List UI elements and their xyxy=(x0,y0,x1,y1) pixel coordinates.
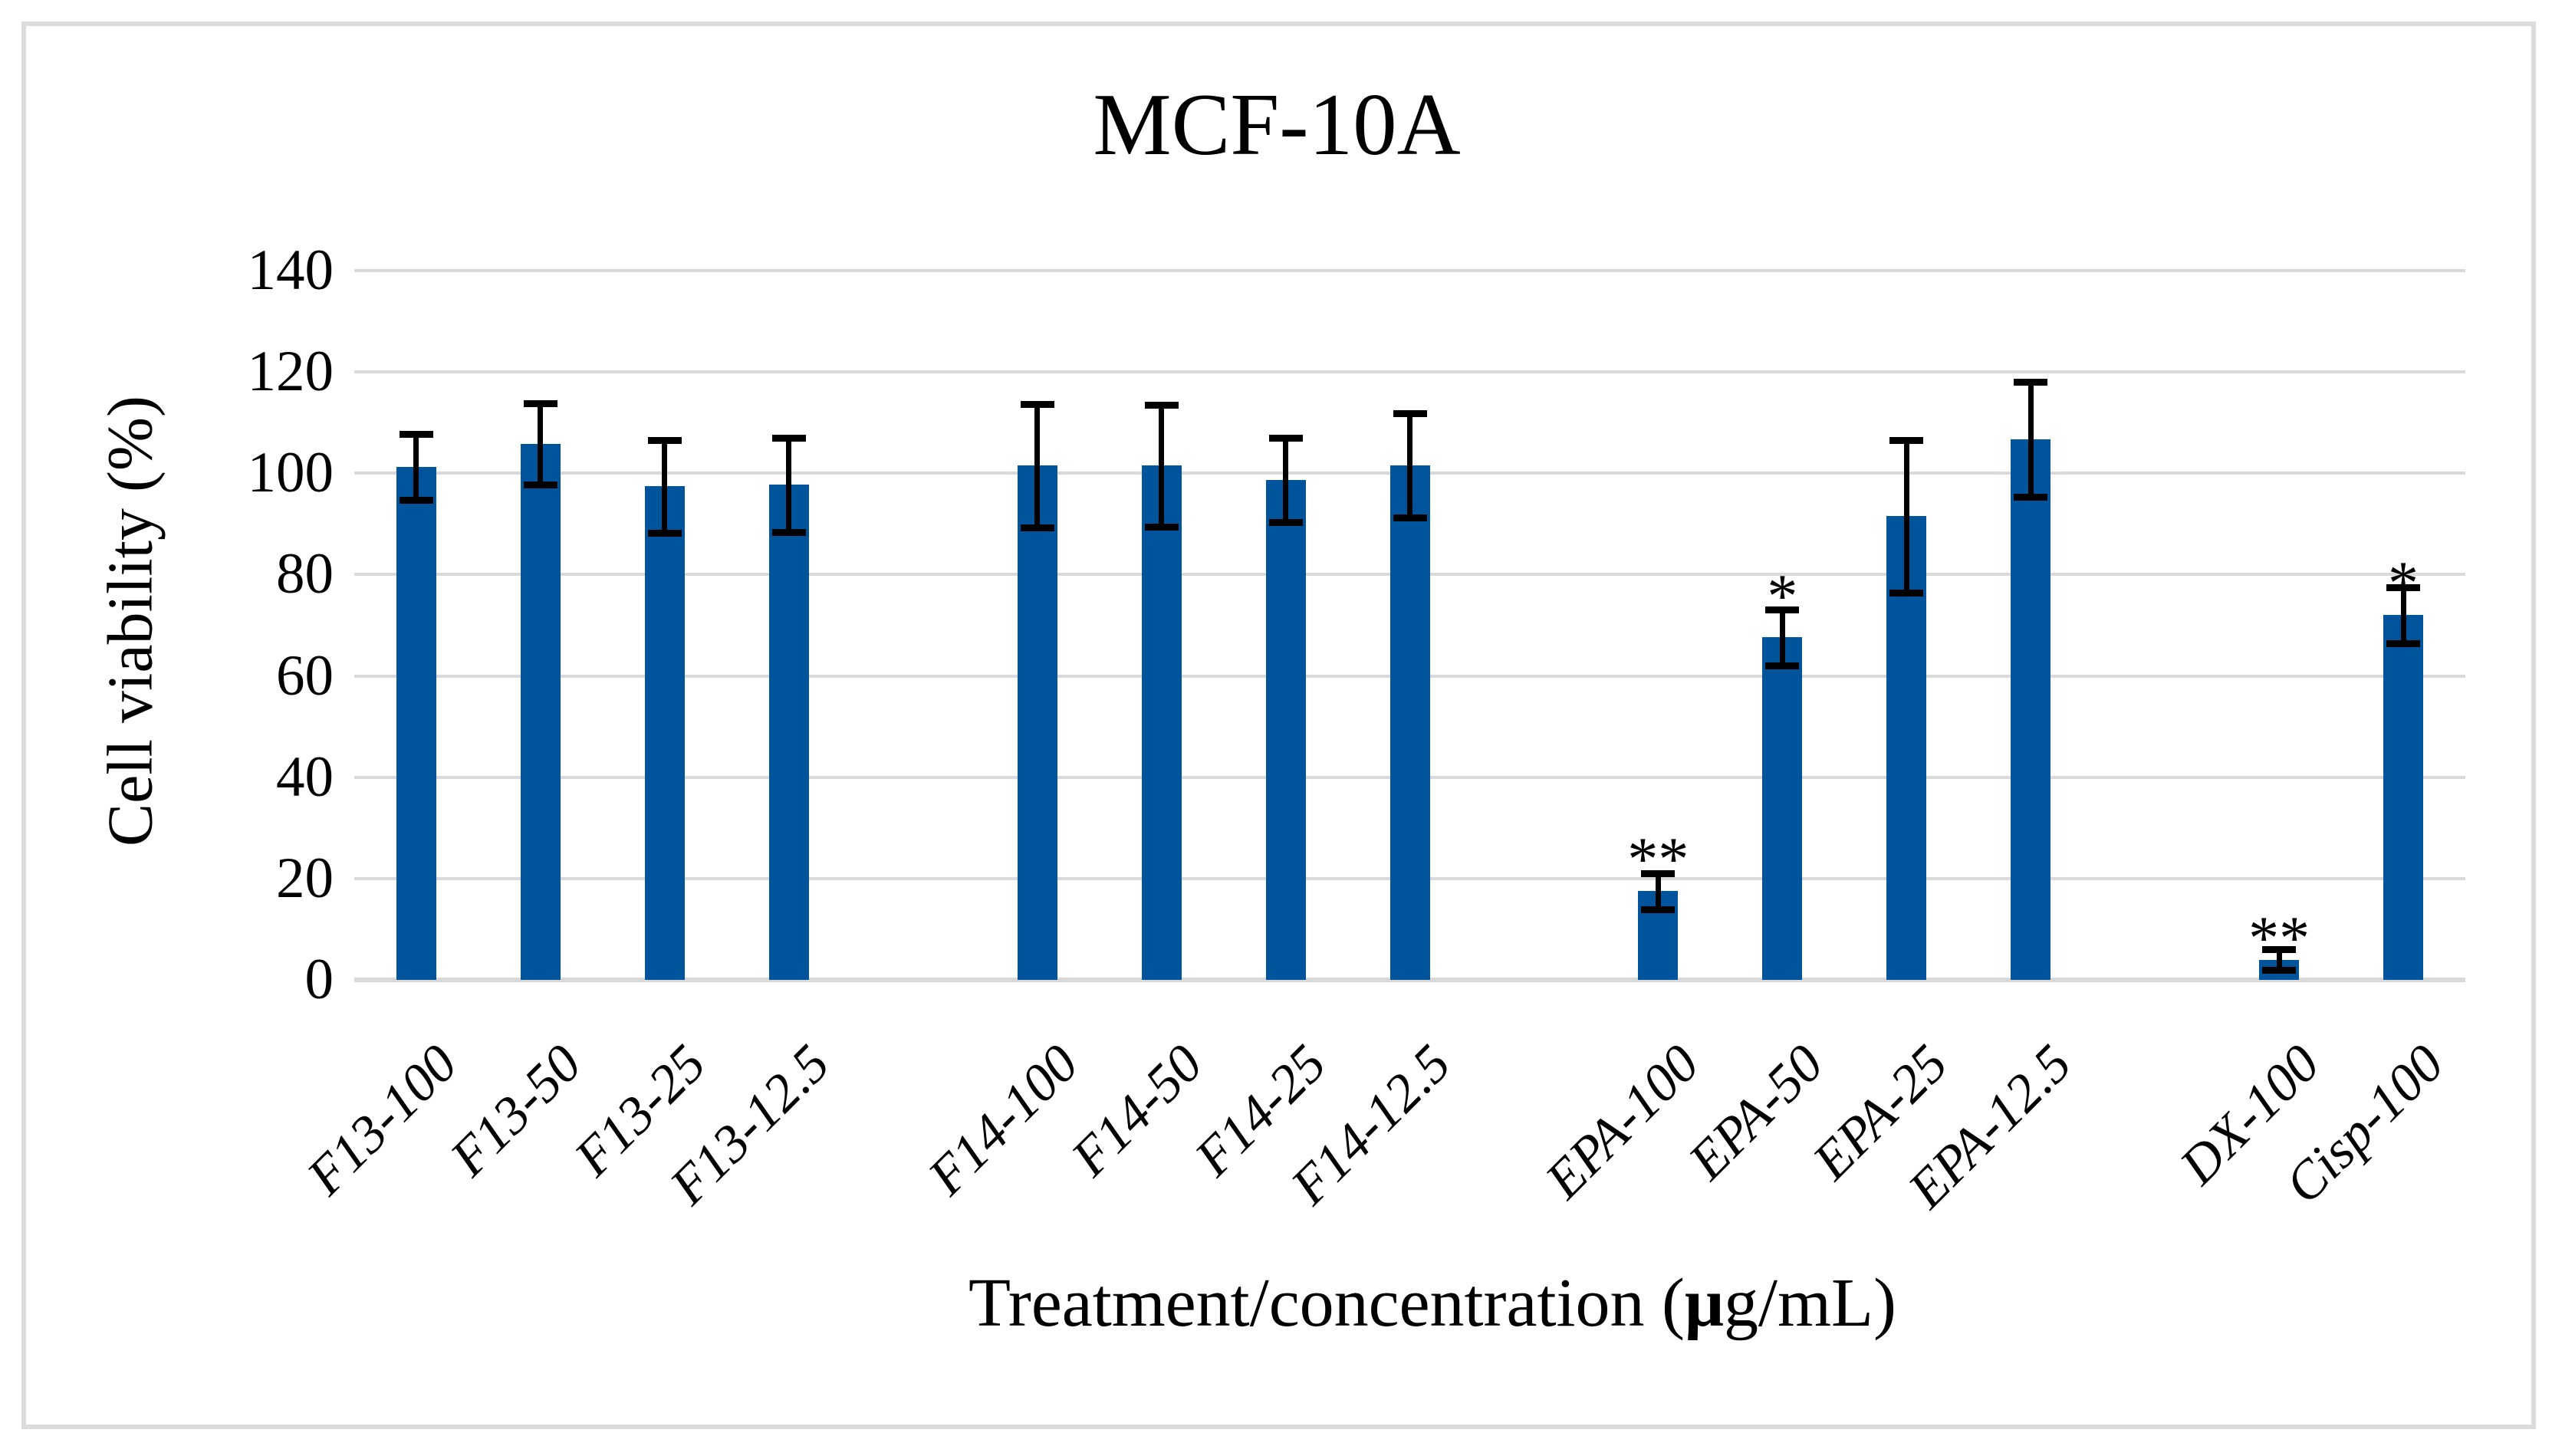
error-cap-top-EPA-25 xyxy=(1889,437,1924,445)
error-cap-bottom-F13-100 xyxy=(399,496,433,504)
error-cap-bottom-F14-25 xyxy=(1268,518,1303,526)
error-bar-F13-100 xyxy=(413,433,419,500)
error-cap-bottom-F14-100 xyxy=(1020,524,1054,531)
error-bar-F14-25 xyxy=(1283,438,1289,522)
error-cap-bottom-DX-100 xyxy=(2262,966,2297,974)
y-axis-title: Cell viability (%) xyxy=(94,396,166,846)
error-cap-bottom-EPA-100 xyxy=(1641,905,1676,913)
bar-F14-100 xyxy=(1017,465,1057,980)
error-bar-EPA-25 xyxy=(1903,440,1909,593)
chart-title: MCF-10A xyxy=(1093,76,1461,173)
ytick-label-20: 20 xyxy=(276,846,334,910)
ytick-label-80: 80 xyxy=(276,542,334,606)
bar-Cisp-100 xyxy=(2383,615,2424,980)
error-cap-bottom-Cisp-100 xyxy=(2386,639,2421,647)
bar-F14-12.5 xyxy=(1389,465,1430,980)
ytick-label-60: 60 xyxy=(276,643,334,708)
error-bar-F14-50 xyxy=(1159,405,1165,527)
bar-F13-100 xyxy=(396,466,436,980)
annotation-EPA-100: ** xyxy=(1627,826,1689,894)
bar-F13-25 xyxy=(644,486,685,980)
figure-border xyxy=(21,21,2536,1429)
bar-F14-25 xyxy=(1265,479,1306,980)
error-bar-DX-100 xyxy=(2276,949,2282,970)
x-axis-title-post: g/mL) xyxy=(1723,1265,1896,1341)
ytick-label-0: 0 xyxy=(304,948,334,1011)
error-cap-bottom-F13-50 xyxy=(523,481,557,488)
ytick-label-100: 100 xyxy=(247,441,334,505)
error-cap-top-Cisp-100 xyxy=(2386,583,2421,591)
gridline-140 xyxy=(354,269,2465,272)
annotation-EPA-50: * xyxy=(1767,562,1798,630)
error-cap-top-F14-50 xyxy=(1144,402,1179,409)
ytick-label-40: 40 xyxy=(276,744,334,809)
error-cap-bottom-EPA-50 xyxy=(1765,662,1800,669)
error-cap-top-EPA-100 xyxy=(1641,870,1676,878)
error-bar-F14-100 xyxy=(1034,403,1041,528)
error-bar-F14-12.5 xyxy=(1407,412,1412,518)
error-cap-top-EPA-50 xyxy=(1765,606,1800,614)
error-bar-EPA-50 xyxy=(1779,610,1785,666)
error-cap-top-F13-50 xyxy=(523,400,557,408)
error-bar-EPA-12.5 xyxy=(2027,382,2034,497)
error-cap-top-EPA-12.5 xyxy=(2014,379,2048,386)
bar-F14-50 xyxy=(1141,465,1182,980)
error-cap-bottom-F13-12.5 xyxy=(771,528,806,536)
error-cap-top-F14-25 xyxy=(1268,435,1303,442)
error-bar-Cisp-100 xyxy=(2400,587,2406,643)
error-cap-top-F13-100 xyxy=(399,430,433,438)
gridline-0 xyxy=(354,978,2465,982)
bar-F13-50 xyxy=(520,443,561,980)
ytick-label-140: 140 xyxy=(247,238,334,302)
error-cap-bottom-F14-12.5 xyxy=(1393,514,1427,521)
error-cap-top-DX-100 xyxy=(2262,946,2297,954)
error-bar-EPA-100 xyxy=(1655,873,1661,909)
annotation-Cisp-100: * xyxy=(2388,550,2419,618)
bar-F13-12.5 xyxy=(768,485,809,980)
bar-EPA-50 xyxy=(1762,637,1803,980)
bar-EPA-12.5 xyxy=(2011,439,2051,980)
error-bar-F13-25 xyxy=(662,439,668,534)
error-bar-F13-12.5 xyxy=(786,438,792,532)
annotation-DX-100: ** xyxy=(2248,904,2310,972)
ytick-label-120: 120 xyxy=(247,340,334,404)
error-cap-top-F13-25 xyxy=(647,436,682,444)
x-axis-title-pre: Treatment/concentration ( xyxy=(969,1265,1685,1341)
error-cap-bottom-F13-25 xyxy=(647,530,682,537)
gridline-120 xyxy=(354,370,2465,374)
error-cap-top-F14-12.5 xyxy=(1393,409,1427,417)
error-cap-bottom-EPA-25 xyxy=(1889,589,1924,597)
error-cap-bottom-F14-50 xyxy=(1144,523,1179,531)
error-cap-bottom-EPA-12.5 xyxy=(2014,493,2048,501)
error-cap-top-F14-100 xyxy=(1020,400,1054,408)
error-cap-top-F13-12.5 xyxy=(771,435,806,442)
x-axis-title-mu: μ xyxy=(1684,1265,1724,1341)
error-bar-F13-50 xyxy=(538,403,544,485)
x-axis-title: Treatment/concentration (μg/mL) xyxy=(969,1264,1896,1343)
